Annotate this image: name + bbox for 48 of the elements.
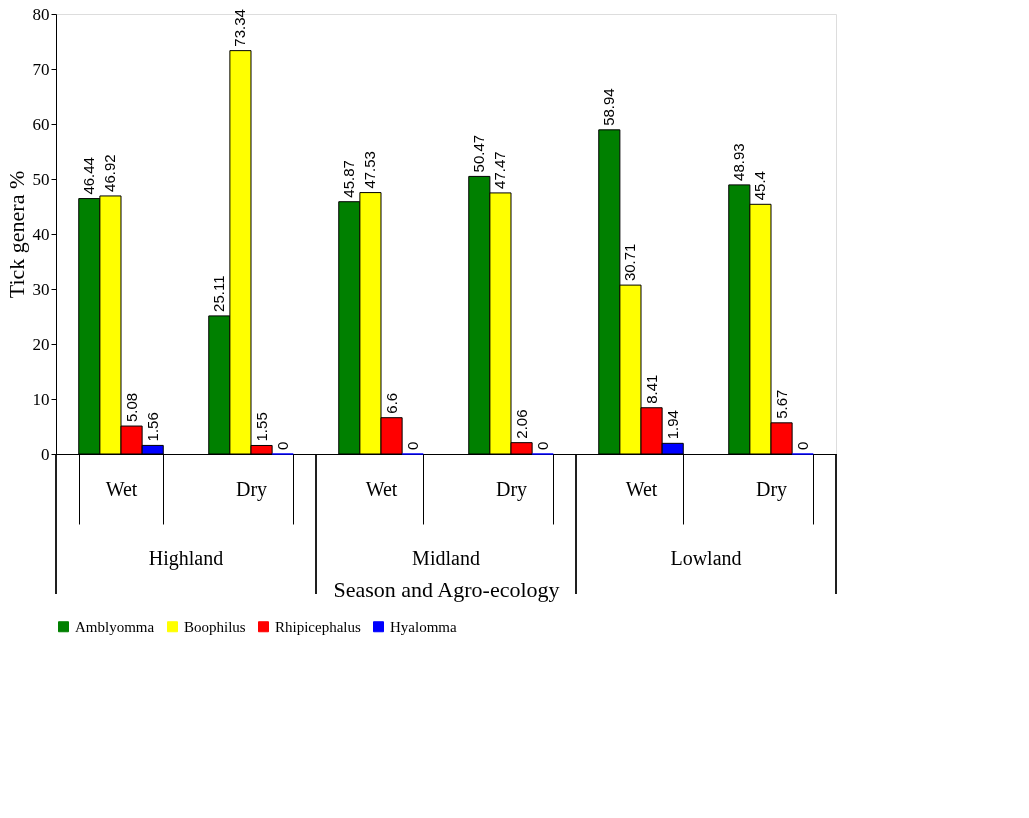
data-label: 58.94 [600,88,618,126]
data-label: 46.92 [101,154,119,192]
y-tick-label: 30 [32,279,50,299]
y-tick-label: 10 [32,389,50,409]
x-tick-label: Wet [365,477,398,500]
y-tick-label: 80 [32,4,50,24]
legend-label: Rhipicephalus [275,618,361,635]
y-tick-label: 20 [32,334,50,354]
data-label: 0 [273,441,291,450]
y-tick-label: 40 [32,224,50,244]
y-tick-label: 60 [32,114,50,134]
data-label: 47.53 [361,151,379,189]
data-label: 1.55 [252,412,270,442]
data-label: 48.93 [730,143,748,181]
data-label: 5.67 [772,389,790,419]
text: Midland [412,547,480,569]
x-tick-label: Wet [625,477,658,500]
data-label: 0 [403,441,421,450]
x-tick-label: Dry [235,477,268,501]
y-axis-title: Tick genera % [3,170,29,299]
legend-label: Hyalomma [390,618,457,635]
x-tick-label: Dry [495,477,528,501]
data-label: 73.34 [231,9,249,47]
data-label: 1.56 [143,412,161,442]
data-label: 46.44 [80,157,98,195]
data-label: 0 [793,441,811,450]
text: Lowland [670,547,742,569]
legend-label: Boophilus [184,618,246,635]
data-label: 45.87 [340,160,358,198]
x-axis-title: Season and Agro-ecology [333,577,560,602]
y-tick-label: 0 [41,444,50,464]
x-tick-label: Wet [105,477,138,500]
text: Highland [148,547,224,570]
data-label: 5.08 [122,392,140,423]
x-tick-label: Dry [755,477,788,501]
y-tick-label: 50 [32,169,50,189]
data-label: 50.47 [470,134,488,173]
data-label: 25.11 [210,275,228,312]
data-label: 1.94 [663,410,681,440]
data-label: 2.06 [512,409,530,439]
data-label: 6.6 [382,392,400,414]
legend-label: Amblyomma [75,618,155,635]
y-tick-label: 70 [32,59,50,79]
data-label: 30.71 [621,243,639,282]
data-label: 45.4 [751,171,769,201]
data-label: 47.47 [491,151,509,189]
data-label: 0 [533,441,551,450]
data-label: 8.41 [642,374,660,404]
